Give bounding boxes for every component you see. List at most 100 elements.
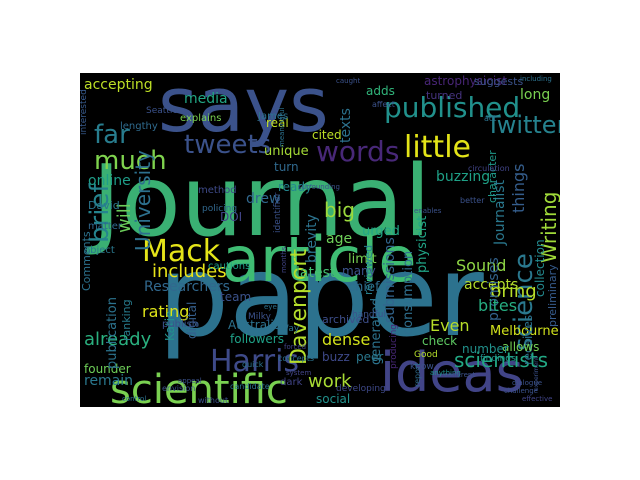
word-katie: Katie	[163, 311, 177, 341]
word-unique: unique	[264, 144, 309, 159]
word-effective: effective	[522, 395, 552, 403]
word-appeal: appeal	[178, 377, 202, 385]
word-challenge: challenge	[504, 387, 538, 395]
word-cited: cited	[312, 128, 342, 142]
word-david: David	[88, 199, 120, 212]
word-physicist: physicist	[415, 216, 430, 273]
word-cloud-canvas: Journalpapersaysarticleideasscientificpu…	[80, 73, 560, 407]
word-will: will	[114, 203, 135, 233]
word-brevity: brevity	[304, 214, 320, 263]
word-archived: archived	[322, 313, 369, 326]
word-scientific: scientific	[110, 367, 288, 407]
word-ready: ready	[278, 180, 312, 194]
word-turn: turn	[274, 160, 299, 174]
word-object: object	[84, 245, 115, 256]
word-without: without	[198, 396, 228, 405]
word-months: months	[280, 246, 288, 273]
word-number: number	[462, 342, 509, 356]
word-social: social	[316, 392, 350, 406]
word-policing: policing	[202, 204, 237, 214]
word-identifier: identifier	[273, 192, 283, 233]
word-dense: dense	[322, 330, 370, 349]
word-buzz: buzz	[322, 350, 350, 364]
word-includes: includes	[152, 261, 227, 282]
word-consumption: consumption	[401, 251, 416, 335]
word-work: work	[308, 371, 352, 392]
word-cautions: cautions	[208, 261, 250, 272]
word-seattle: Seattle	[146, 106, 178, 116]
word-publish: publish	[162, 319, 198, 330]
word-journalist: Journalist	[492, 179, 508, 246]
word-far: far	[94, 120, 130, 150]
word-science: science	[509, 253, 539, 351]
word-check: check	[422, 334, 457, 348]
word-way: Way	[280, 324, 300, 334]
word-comments: Comments	[80, 231, 93, 291]
word-texts: texts	[338, 108, 354, 143]
word-bites: bites	[478, 296, 517, 315]
word-little: little	[404, 130, 471, 165]
word-meaningful: meaningful	[278, 107, 286, 147]
word-remain: remain	[84, 373, 133, 389]
word-ranking: ranking	[120, 299, 133, 341]
word-caught: caught	[336, 77, 360, 85]
word-cloud-background	[80, 73, 560, 407]
word-report: report	[413, 363, 422, 387]
word-milky: Milky	[248, 312, 272, 322]
word-candidate: candidate	[230, 382, 270, 391]
word-receives: receives	[521, 315, 535, 365]
word-surrounding: surrounding	[298, 183, 340, 191]
word-circulation: circulation	[468, 164, 510, 173]
word-suggests: suggests	[474, 75, 523, 88]
word-lengthy: lengthy	[120, 121, 158, 132]
word-accepts: accepts	[464, 277, 518, 293]
word-know: know	[410, 362, 434, 372]
word-limit: limit	[348, 252, 377, 267]
word-urged: urged	[362, 224, 400, 239]
word-things: things	[509, 164, 528, 214]
word-melbourne: Melbourne	[490, 324, 559, 339]
word-harris: Harris	[210, 344, 299, 379]
word-explains: explains	[180, 113, 221, 124]
word-already: already	[84, 329, 152, 350]
word-doi: DOI	[220, 210, 242, 224]
word-affect: affect	[372, 100, 395, 109]
word-chief: chief	[348, 280, 380, 295]
word-allows: allows	[502, 340, 539, 354]
word-australia: Australia	[228, 318, 281, 332]
word-method: method	[198, 185, 237, 196]
word-digital: digital	[185, 302, 199, 339]
word-interested: interested	[80, 89, 89, 135]
word-including: including	[520, 75, 552, 83]
word-latest: latest	[296, 265, 336, 281]
word-findings: findings	[480, 354, 516, 364]
word-better: better	[460, 196, 485, 205]
word-real: real	[266, 116, 289, 130]
word-adds: adds	[366, 84, 395, 98]
word-brief: brief	[85, 183, 115, 243]
word-reviewed: reviewed	[362, 245, 375, 295]
word-producing: producing	[389, 324, 399, 369]
word-even: Even	[430, 316, 470, 335]
word-founder: founder	[84, 362, 131, 376]
word-experiment: experiment	[533, 356, 540, 391]
word-sound: Sound	[456, 256, 506, 275]
word-online: online	[88, 173, 131, 189]
word-concepts: concepts	[278, 354, 314, 363]
word-followers: followers	[230, 332, 284, 346]
word-act: act	[484, 114, 496, 123]
word-davenport: Davenport	[287, 249, 312, 365]
word-twitter: Twitter	[485, 111, 560, 139]
word-publication: publication	[105, 297, 120, 369]
word-journal: Journal	[86, 145, 431, 259]
word-coherent: coherent	[444, 371, 475, 379]
word-article: article	[222, 223, 416, 296]
word-control: control	[122, 395, 146, 403]
word-university: University	[131, 150, 155, 251]
word-team: team	[220, 290, 251, 304]
word-drew: drew	[246, 191, 280, 207]
word-dark: dark	[280, 377, 303, 388]
word-forced: forced	[284, 343, 306, 351]
word-developing: developing	[336, 384, 386, 394]
word-paper: paper	[158, 232, 485, 362]
